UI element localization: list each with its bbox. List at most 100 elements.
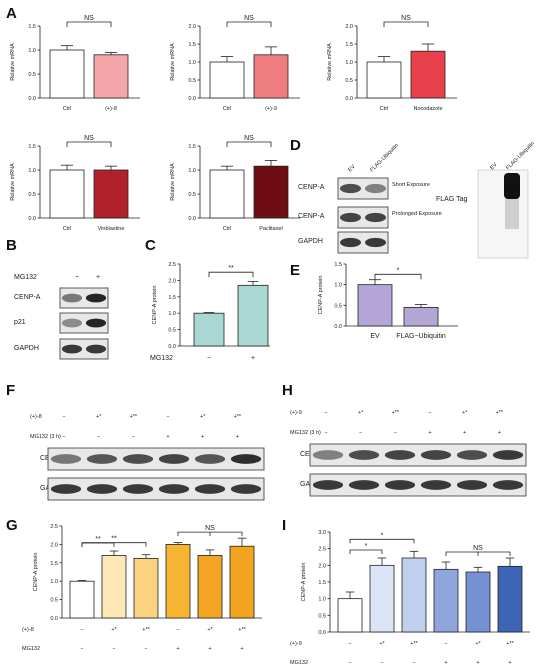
panelI-mg-label: MG132 [290, 660, 308, 666]
panel-a-chart-5-sig-bracket [226, 141, 272, 147]
panel-a-chart-5-tick-label: 1.5 [188, 144, 196, 150]
panelG-bar [229, 545, 255, 619]
panel-a-chart-1-sig-bracket [66, 21, 112, 27]
panel-a-chart-4-tick-label: 1.5 [28, 144, 36, 150]
panel-label-d: D [290, 137, 301, 154]
panel-b-row-3-membrane [59, 338, 109, 360]
panel-a-chart-2-bar [209, 61, 245, 99]
panel-a-chart-1-y-label: Relative mRNA [10, 43, 16, 81]
panel-d-row-3-band [340, 237, 361, 248]
panelH-cond2: + [498, 430, 501, 436]
panel-b-row-label: p21 [14, 319, 26, 326]
panelI-cond2: + [444, 660, 447, 666]
panelH-row-2-band [456, 480, 488, 490]
panel-d-flag-membrane [477, 169, 529, 259]
panelF-row-1-band [86, 454, 118, 464]
panel-a-chart-3-tick-label: 0.0 [345, 96, 353, 102]
panelH-cond2: + [428, 430, 431, 436]
panelI-cond2: + [476, 660, 479, 666]
panel-label-c: C [145, 237, 156, 254]
panelG-sig2-label: ** [111, 536, 117, 543]
panel-d-row-label: CENP-A [298, 213, 325, 220]
panel-b-treatment-label: MG132 [14, 274, 37, 281]
panelF-cond1: +* [96, 414, 102, 420]
panelF-cond2: − [132, 434, 135, 440]
panelF-cond2: + [236, 434, 239, 440]
panelI-sig1-label: * [365, 543, 368, 550]
panelI-treatment-label: (+)-9 [290, 641, 302, 647]
panelH-cond1: +* [358, 410, 364, 416]
panel-a-chart-2-bar [253, 54, 289, 99]
panelG-bar [133, 557, 159, 619]
panel-a-chart-5-tick-label: 0.5 [188, 192, 196, 198]
panel-a-chart-4-tick-label: 1.0 [28, 168, 36, 174]
panelI-sig1-bracket [349, 549, 383, 554]
panelF-cond2: − [97, 434, 100, 440]
panelH-mg-label: MG132 (3 h) [290, 430, 321, 436]
panelH-cond1: − [324, 410, 327, 416]
panelF-row-1-band [50, 454, 82, 464]
panelI-tick-label: 1.0 [318, 597, 326, 603]
panel-d-lane-flag: FLAG-Ubiquitin [369, 143, 400, 174]
panelI-bar [401, 557, 427, 633]
panel-c-tick-label: 2.5 [168, 262, 176, 268]
panelG-cond1: − [176, 627, 179, 633]
panel-b-row-2-band [61, 318, 83, 328]
panel-a-chart-4-x-label-ctrl: Ctrl [63, 226, 72, 232]
panelI-cond2: + [508, 660, 511, 666]
panelF-row-1-band [194, 454, 226, 464]
panel-a-chart-3-tick-label: 0.5 [345, 78, 353, 84]
panelG-cond1: +** [238, 627, 246, 633]
panel-label-i: I [282, 517, 286, 534]
panelH-cond2: − [359, 430, 362, 436]
panelI-bar [497, 565, 523, 633]
panel-a-chart-3-bar [410, 50, 446, 99]
panelF-row-2-band [158, 484, 190, 494]
panel-label-h: H [282, 382, 293, 399]
panelF-row-2-band [50, 484, 82, 494]
panel-a-chart-2-tick-label: 1.0 [188, 60, 196, 66]
panelI-cond2: − [348, 660, 351, 666]
panel-a-chart-5-tick-label: 1.0 [188, 168, 196, 174]
panelI-bar [337, 598, 363, 633]
panelG-bar [197, 555, 223, 619]
panel-a-chart-2-sig-label: NS [244, 15, 254, 22]
panelG-tick-label: 1.0 [50, 579, 58, 585]
panelG-cond1: +* [207, 627, 213, 633]
panelF-cond1: +** [234, 414, 242, 420]
panelI-cond1: − [348, 641, 351, 647]
panelG-bar [69, 580, 95, 619]
panel-d-row-1-band [365, 183, 386, 194]
panel-a-chart-1-tick-label: 0.5 [28, 72, 36, 78]
panelH-treatment-label: (+)-9 [290, 410, 302, 416]
panelH-row-2-band [312, 480, 344, 490]
panel-a-chart-5-bar [253, 165, 289, 219]
panel-a-chart-4-bar [93, 169, 129, 219]
panelI-tick-label: 0.5 [318, 613, 326, 619]
panelG-bar [101, 555, 127, 619]
panelI-cond1: +* [379, 641, 385, 647]
panelG-cond2: + [176, 646, 179, 652]
panel-a-chart-4-x-label-treat: Vinblastine [98, 226, 125, 232]
panel-d-blot: EV FLAG-Ubiquitin CENP-A CENP-A GAPDH Short E… [298, 141, 536, 259]
panel-d-flag-smear-tail [505, 199, 519, 229]
panel-a-chart-3-sig-bracket [383, 21, 429, 27]
panelH-row-1-band [312, 450, 344, 460]
panelF-row-2-membrane [47, 477, 265, 501]
panel-a-chart-3-x-label-ctrl: Ctrl [380, 106, 389, 112]
panelI-sig3-label: NS [473, 545, 483, 552]
panelF-cond1: − [166, 414, 169, 420]
panel-c-tick-label: 2.0 [168, 278, 176, 284]
panelF-row-2-band [230, 484, 262, 494]
panel-a-chart-3-tick-label: 1.5 [345, 42, 353, 48]
panel-a-chart-1-x-label-treat: (+)-8 [105, 106, 117, 112]
panelF-cond1: − [62, 414, 65, 420]
panelH-row-2-membrane [309, 473, 527, 497]
panel-a-chart-1-sig-label: NS [84, 15, 94, 22]
panel-d-row-2-band [340, 212, 361, 223]
panelF-cond1: +** [130, 414, 138, 420]
panelG-cond1: +* [111, 627, 117, 633]
panelG-cond2: + [240, 646, 243, 652]
panel-b-row-2-band [85, 318, 107, 328]
